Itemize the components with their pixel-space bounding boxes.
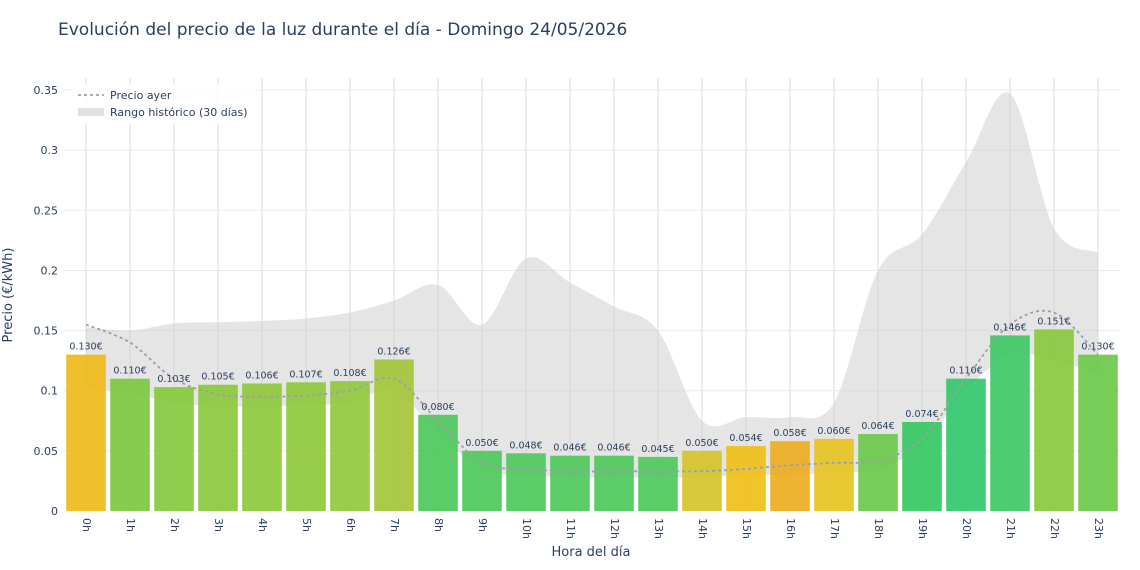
legend: Precio ayer Rango histórico (30 días) — [72, 84, 258, 124]
x-tick-label: 5h — [300, 518, 313, 532]
bar-value-label: 0.064€ — [861, 421, 894, 432]
axes: 0 0.05 0.1 0.15 0.2 0.25 0.3 0.35 0h 1h 2h 3h 4h 5h 6h… — [34, 84, 1106, 539]
bar-17h — [814, 438, 854, 511]
bar-11h — [550, 455, 590, 511]
bar-value-label: 0.080€ — [421, 402, 454, 413]
bar-value-label: 0.110€ — [113, 366, 146, 377]
bar-7h — [374, 359, 414, 511]
x-tick-label: 15h — [740, 518, 753, 539]
chart-title: Evolución del precio de la luz durante e… — [58, 20, 628, 40]
x-tick-label: 20h — [960, 518, 973, 539]
y-tick-label: 0.1 — [41, 385, 59, 398]
bar-21h — [990, 335, 1030, 511]
bar-22h — [1034, 329, 1074, 511]
bar-value-label: 0.046€ — [597, 443, 630, 454]
x-tick-label: 19h — [916, 518, 929, 539]
y-tick-label: 0.2 — [41, 264, 59, 277]
legend-label-range: Rango histórico (30 días) — [110, 106, 248, 119]
yesterday-line — [85, 309, 1099, 473]
bar-value-label: 0.058€ — [773, 428, 806, 439]
bar-6h — [330, 381, 370, 511]
x-tick-label: 9h — [476, 518, 489, 532]
bar-value-label: 0.045€ — [641, 444, 674, 455]
x-tick-label: 12h — [608, 518, 621, 539]
bar-value-label: 0.151€ — [1037, 316, 1070, 327]
y-tick-label: 0.25 — [34, 204, 59, 217]
x-tick-label: 8h — [432, 518, 445, 532]
x-tick-label: 2h — [168, 518, 181, 532]
x-tick-label: 21h — [1004, 518, 1017, 539]
y-tick-label: 0.3 — [41, 144, 59, 157]
yesterday-price-line — [85, 309, 1099, 473]
x-tick-label: 0h — [80, 518, 93, 532]
bar-value-label: 0.054€ — [729, 433, 762, 444]
bar-value-label: 0.103€ — [157, 374, 190, 385]
bar-20h — [946, 378, 986, 511]
x-tick-label: 1h — [124, 518, 137, 532]
bar-23h — [1078, 354, 1118, 511]
bar-value-label: 0.060€ — [817, 426, 850, 437]
bar-3h — [198, 384, 238, 511]
bar-value-label: 0.050€ — [465, 438, 498, 449]
bar-value-label: 0.106€ — [245, 371, 278, 382]
bar-2h — [154, 387, 194, 511]
bars — [66, 329, 1118, 511]
bar-value-label: 0.046€ — [553, 443, 586, 454]
x-tick-label: 14h — [696, 518, 709, 539]
x-tick-label: 13h — [652, 518, 665, 539]
bar-15h — [726, 446, 766, 511]
bar-value-labels: 0.130€ 0.110€ 0.103€ 0.105€ 0.106€ 0.107€ 0.10… — [69, 316, 1114, 454]
bar-12h — [594, 455, 634, 511]
x-tick-label: 4h — [256, 518, 269, 532]
bar-1h — [110, 378, 150, 511]
bar-value-label: 0.130€ — [69, 342, 102, 353]
x-tick-label: 6h — [344, 518, 357, 532]
bar-value-label: 0.105€ — [201, 372, 234, 383]
bar-18h — [858, 434, 898, 511]
x-tick-label: 16h — [784, 518, 797, 539]
bar-value-label: 0.074€ — [905, 409, 938, 420]
bar-8h — [418, 414, 458, 511]
bar-9h — [462, 450, 502, 511]
x-axis-title: Hora del día — [552, 545, 631, 560]
bar-14h — [682, 450, 722, 511]
bar-value-label: 0.050€ — [685, 438, 718, 449]
bar-16h — [770, 441, 810, 511]
y-tick-label: 0.05 — [34, 445, 59, 458]
bar-value-label: 0.130€ — [1081, 342, 1114, 353]
x-tick-label: 3h — [212, 518, 225, 532]
legend-label-yesterday: Precio ayer — [110, 89, 172, 102]
y-tick-label: 0.35 — [34, 84, 59, 97]
bar-value-label: 0.146€ — [993, 322, 1026, 333]
x-tick-label: 10h — [520, 518, 533, 539]
bar-value-label: 0.108€ — [333, 368, 366, 379]
y-axis-title: Precio (€/kWh) — [1, 248, 16, 343]
bar-0h — [66, 354, 106, 511]
bar-value-label: 0.107€ — [289, 369, 322, 380]
bar-10h — [506, 453, 546, 511]
y-tick-label: 0 — [51, 505, 58, 518]
bar-5h — [286, 382, 326, 511]
x-tick-label: 22h — [1048, 518, 1061, 539]
y-tick-label: 0.15 — [34, 325, 59, 338]
x-tick-label: 17h — [828, 518, 841, 539]
bar-value-label: 0.126€ — [377, 346, 410, 357]
bar-13h — [638, 456, 678, 511]
legend-range-swatch — [78, 108, 104, 116]
x-tick-label: 7h — [388, 518, 401, 532]
x-tick-label: 11h — [564, 518, 577, 539]
x-tick-label: 18h — [872, 518, 885, 539]
bar-value-label: 0.110€ — [949, 366, 982, 377]
bar-19h — [902, 421, 942, 511]
bar-4h — [242, 383, 282, 511]
x-tick-label: 23h — [1092, 518, 1105, 539]
bar-value-label: 0.048€ — [509, 440, 542, 451]
